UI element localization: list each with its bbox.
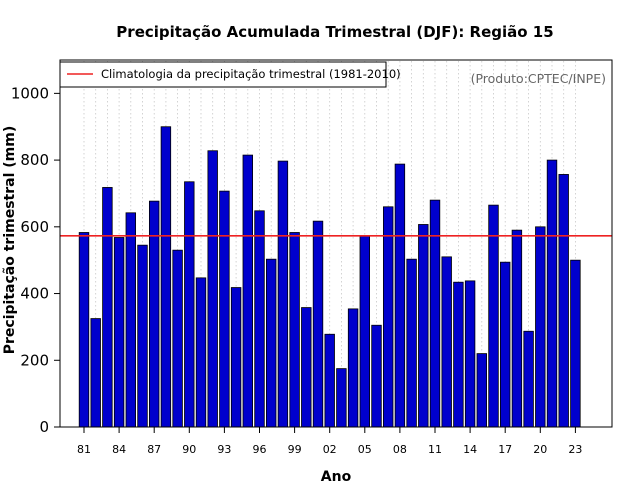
bar-89: [172, 249, 183, 428]
bar-96: [254, 210, 265, 428]
bar-19: [523, 330, 534, 428]
bar-20: [535, 226, 546, 428]
bar-99: [289, 232, 300, 428]
legend-label: Climatologia da precipitação trimestral …: [101, 67, 401, 81]
bar-10: [418, 224, 429, 428]
x-tick-label-17: 17: [498, 443, 512, 456]
x-tick-label-81: 81: [77, 443, 91, 456]
bar-93: [219, 190, 230, 428]
bar-15: [476, 353, 488, 428]
bar-85: [125, 212, 137, 428]
y-axis-title: Precipitação trimestral (mm): [2, 126, 18, 354]
bar-11: [429, 199, 441, 428]
x-tick-label-87: 87: [147, 443, 161, 456]
bar-92: [207, 150, 218, 428]
bar-18: [511, 229, 523, 428]
bar-81: [78, 232, 90, 428]
bar-05: [359, 235, 371, 428]
x-tick-label-14: 14: [463, 443, 477, 456]
bar-06: [371, 324, 382, 428]
bar-23: [570, 259, 581, 428]
bar-17: [499, 261, 511, 428]
x-tick-label-05: 05: [358, 443, 372, 456]
bar-90: [184, 181, 195, 428]
legend-box: [59, 61, 387, 88]
x-tick-label-11: 11: [428, 443, 442, 456]
x-tick-label-23: 23: [568, 443, 582, 456]
bar-97: [265, 258, 277, 428]
bar-16: [488, 204, 499, 428]
bar-13: [453, 281, 464, 428]
y-tick-label-0: 0: [39, 418, 49, 436]
bar-01: [312, 220, 324, 428]
bar-00: [301, 307, 312, 428]
bar-09: [406, 258, 417, 428]
y-tick-label-600: 600: [20, 218, 49, 236]
bar-87: [148, 200, 160, 428]
legend: Climatologia da precipitação trimestral …: [59, 61, 401, 88]
bar-98: [277, 160, 289, 428]
x-axis-title: Ano: [321, 469, 352, 485]
x-tick-label-20: 20: [533, 443, 547, 456]
x-axis: 81 84 87 90 93 96 99 02 05 08 11 14 17 20 23: [77, 427, 582, 456]
bar-82: [90, 318, 101, 428]
bar-22: [558, 174, 569, 428]
bar-83: [102, 187, 113, 428]
y-tick-label-800: 800: [20, 151, 49, 169]
plot-frame: [59, 59, 613, 428]
x-tick-label-96: 96: [253, 443, 267, 456]
bar-91: [195, 277, 207, 428]
y-tick-label-400: 400: [20, 285, 49, 303]
x-tick-label-08: 08: [393, 443, 407, 456]
y-tick-label-1000: 1000: [11, 84, 49, 102]
bar-series: [78, 126, 581, 428]
y-tick-label-200: 200: [20, 351, 49, 369]
x-tick-label-93: 93: [217, 443, 231, 456]
bar-08: [394, 163, 406, 428]
x-tick-label-84: 84: [112, 443, 126, 456]
bar-86: [137, 244, 148, 428]
bar-02: [324, 333, 335, 428]
bar-14: [464, 280, 476, 428]
bar-94: [230, 287, 242, 428]
bar-88: [160, 126, 172, 428]
x-tick-label-02: 02: [323, 443, 337, 456]
bar-12: [441, 256, 452, 428]
bar-03: [336, 368, 347, 428]
x-tick-label-99: 99: [288, 443, 302, 456]
bar-95: [242, 154, 254, 428]
bar-84: [113, 237, 125, 428]
bar-07: [382, 206, 394, 428]
chart-title: Precipitação Acumulada Trimestral (DJF):…: [116, 23, 553, 41]
y-axis: 0 200 400 600 800 1000: [11, 84, 60, 436]
bar-21: [546, 159, 558, 428]
product-credit-annotation: (Produto:CPTEC/INPE): [471, 71, 606, 86]
bar-04: [347, 308, 359, 428]
x-tick-label-90: 90: [182, 443, 196, 456]
